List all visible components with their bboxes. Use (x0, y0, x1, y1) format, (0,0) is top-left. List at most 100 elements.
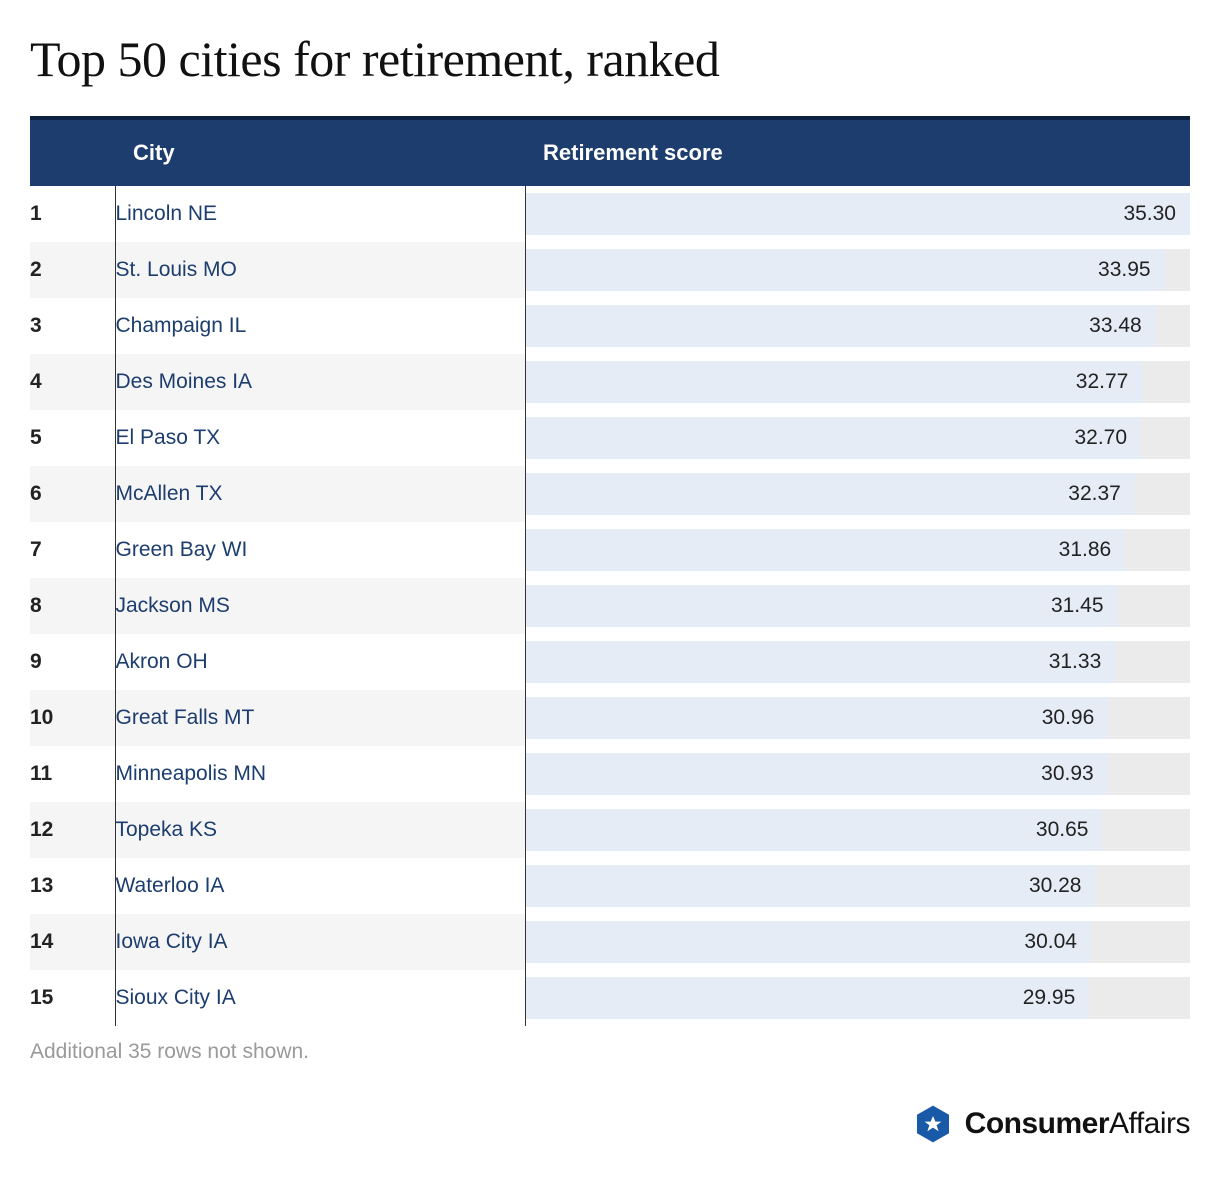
col-header-city: City (115, 118, 525, 186)
score-value: 31.45 (1051, 594, 1118, 618)
score-bar-fill (526, 417, 1142, 459)
header-row: City Retirement score (30, 118, 1190, 186)
table-row: 10Great Falls MT30.96 (30, 690, 1190, 746)
city-cell: Green Bay WI (115, 522, 525, 578)
score-bar-track: 29.95 (526, 977, 1191, 1019)
score-bar-track: 31.86 (526, 529, 1191, 571)
city-cell: Topeka KS (115, 802, 525, 858)
rank-cell: 13 (30, 858, 115, 914)
score-bar-track: 30.65 (526, 809, 1191, 851)
score-bar-track: 32.37 (526, 473, 1191, 515)
score-bar-track: 32.77 (526, 361, 1191, 403)
city-cell: Des Moines IA (115, 354, 525, 410)
table-row: 3Champaign IL 33.48 (30, 298, 1190, 354)
score-cell: 31.45 (525, 578, 1190, 634)
city-cell: Lincoln NE (115, 186, 525, 242)
rank-cell: 3 (30, 298, 115, 354)
score-bar-fill (526, 753, 1108, 795)
table-row: 1Lincoln NE 35.30 (30, 186, 1190, 242)
score-bar-track: 32.70 (526, 417, 1191, 459)
score-cell: 30.65 (525, 802, 1190, 858)
rank-cell: 1 (30, 186, 115, 242)
score-bar-track: 30.04 (526, 921, 1191, 963)
city-cell: Sioux City IA (115, 970, 525, 1026)
ranking-table: City Retirement score 1Lincoln NE35.302S… (30, 116, 1190, 1026)
score-cell: 30.04 (525, 914, 1190, 970)
rank-cell: 5 (30, 410, 115, 466)
table-row: 7Green Bay WI31.86 (30, 522, 1190, 578)
score-bar-track: 33.95 (526, 249, 1191, 291)
score-cell: 30.96 (525, 690, 1190, 746)
city-cell: Champaign IL (115, 298, 525, 354)
score-bar-fill (526, 305, 1156, 347)
score-cell: 31.86 (525, 522, 1190, 578)
city-cell: Akron OH (115, 634, 525, 690)
city-cell: Iowa City IA (115, 914, 525, 970)
score-value: 30.04 (1024, 930, 1091, 954)
col-header-rank (30, 118, 115, 186)
rank-cell: 8 (30, 578, 115, 634)
rank-cell: 6 (30, 466, 115, 522)
rank-cell: 7 (30, 522, 115, 578)
score-bar-track: 30.96 (526, 697, 1191, 739)
footnote: Additional 35 rows not shown. (30, 1040, 1190, 1064)
score-cell: 33.48 (525, 298, 1190, 354)
score-value: 30.93 (1041, 762, 1108, 786)
brand-text: ConsumerAffairs (965, 1107, 1190, 1141)
table-row: 9Akron OH 31.33 (30, 634, 1190, 690)
score-bar-fill (526, 977, 1090, 1019)
city-cell: McAllen TX (115, 466, 525, 522)
score-bar-fill (526, 697, 1109, 739)
col-header-score: Retirement score (525, 118, 1190, 186)
city-cell: Jackson MS (115, 578, 525, 634)
score-bar-fill (526, 809, 1103, 851)
score-bar-track: 30.28 (526, 865, 1191, 907)
score-value: 32.37 (1068, 482, 1135, 506)
rank-cell: 9 (30, 634, 115, 690)
score-cell: 30.93 (525, 746, 1190, 802)
score-value: 32.70 (1074, 426, 1141, 450)
score-value: 30.65 (1036, 818, 1103, 842)
score-value: 33.95 (1098, 258, 1165, 282)
score-bar-fill (526, 865, 1096, 907)
score-value: 30.96 (1042, 706, 1109, 730)
table-row: 2St. Louis MO 33.95 (30, 242, 1190, 298)
score-bar-track: 33.48 (526, 305, 1191, 347)
city-cell: Great Falls MT (115, 690, 525, 746)
table-row: 4Des Moines IA 32.77 (30, 354, 1190, 410)
rank-cell: 4 (30, 354, 115, 410)
score-bar-fill (526, 193, 1191, 235)
score-bar-track: 30.93 (526, 753, 1191, 795)
brand-attribution: ConsumerAffairs (30, 1104, 1190, 1144)
rank-cell: 12 (30, 802, 115, 858)
score-bar-fill (526, 641, 1116, 683)
brand-text-light: Affairs (1109, 1107, 1190, 1140)
score-value: 30.28 (1029, 874, 1096, 898)
score-cell: 35.30 (525, 186, 1190, 242)
brand-badge-icon (913, 1104, 953, 1144)
city-cell: Minneapolis MN (115, 746, 525, 802)
brand-text-bold: Consumer (965, 1107, 1109, 1140)
score-bar-fill (526, 473, 1135, 515)
score-cell: 32.37 (525, 466, 1190, 522)
score-value: 31.33 (1049, 650, 1116, 674)
score-cell: 32.77 (525, 354, 1190, 410)
score-value: 33.48 (1089, 314, 1156, 338)
rank-cell: 2 (30, 242, 115, 298)
table-row: 5El Paso TX32.70 (30, 410, 1190, 466)
table-row: 13Waterloo IA 30.28 (30, 858, 1190, 914)
page-title: Top 50 cities for retirement, ranked (30, 30, 1190, 88)
score-value: 32.77 (1076, 370, 1143, 394)
score-value: 35.30 (1123, 202, 1190, 226)
score-cell: 33.95 (525, 242, 1190, 298)
score-cell: 30.28 (525, 858, 1190, 914)
score-bar-fill (526, 249, 1165, 291)
table-row: 6McAllen TX 32.37 (30, 466, 1190, 522)
score-cell: 31.33 (525, 634, 1190, 690)
rank-cell: 14 (30, 914, 115, 970)
score-bar-fill (526, 529, 1126, 571)
table-row: 14Iowa City IA 30.04 (30, 914, 1190, 970)
city-cell: St. Louis MO (115, 242, 525, 298)
table-row: 11Minneapolis MN30.93 (30, 746, 1190, 802)
city-cell: Waterloo IA (115, 858, 525, 914)
